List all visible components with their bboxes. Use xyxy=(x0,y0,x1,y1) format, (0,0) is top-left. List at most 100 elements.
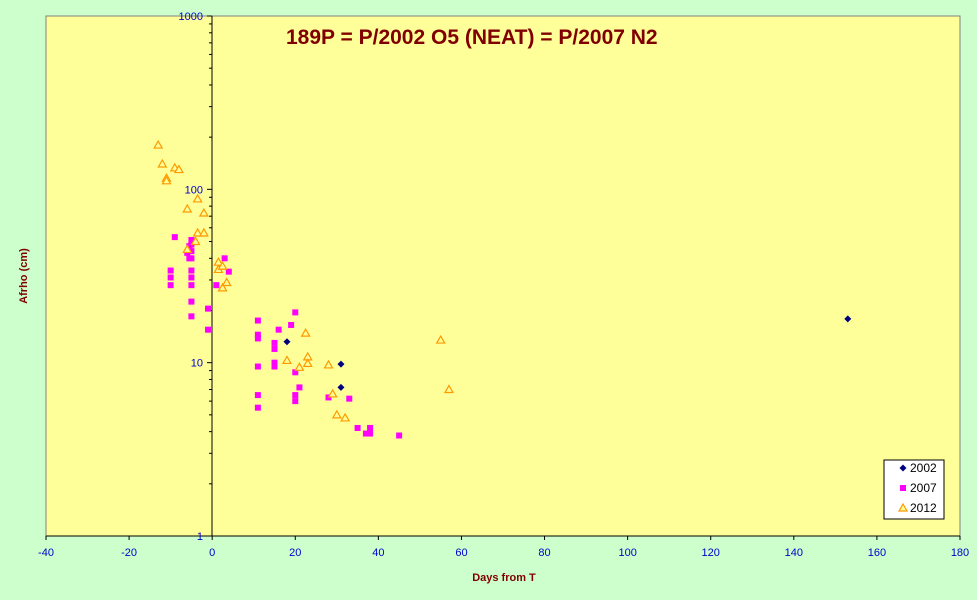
y-tick-label: 1 xyxy=(197,531,203,543)
data-point-2012 xyxy=(281,355,292,365)
data-point-2007 xyxy=(346,395,353,402)
data-point-2007 xyxy=(167,282,174,289)
data-point-2007 xyxy=(188,267,195,274)
data-point-2007 xyxy=(188,248,195,255)
data-point-2012 xyxy=(443,384,455,394)
data-point-2012 xyxy=(340,412,351,422)
data-point-2012 xyxy=(327,388,338,398)
data-point-2012 xyxy=(435,334,446,344)
y-ticks: 1 10 100 1000 xyxy=(179,11,212,543)
plot-area xyxy=(45,15,961,537)
data-point-2007 xyxy=(188,282,195,289)
data-point-2012 xyxy=(198,207,209,217)
data-point-2007 xyxy=(288,321,295,328)
data-point-2007 xyxy=(213,282,220,289)
data-point-2012 xyxy=(157,158,168,168)
data-point-2012 xyxy=(323,359,334,369)
chart-title: 189P = P/2002 O5 (NEAT) = P/2007 N2 xyxy=(286,26,658,49)
data-point-2007 xyxy=(254,363,261,370)
data-point-2007 xyxy=(254,335,261,342)
data-point-2012 xyxy=(173,164,184,174)
data-points xyxy=(153,139,852,439)
data-point-2007 xyxy=(275,326,282,333)
data-point-2007 xyxy=(221,255,228,262)
data-point-2007 xyxy=(271,359,278,366)
data-point-2007 xyxy=(167,274,174,281)
data-point-2002 xyxy=(283,338,291,346)
data-point-2002 xyxy=(337,360,345,368)
y-tick-label: 100 xyxy=(185,184,203,196)
legend-marker-2007 xyxy=(900,485,906,491)
data-point-2007 xyxy=(171,234,178,241)
x-tick-label: -20 xyxy=(121,547,137,559)
data-point-2007 xyxy=(292,369,299,376)
data-point-2007 xyxy=(354,424,361,431)
data-point-2007 xyxy=(205,326,212,333)
data-point-2007 xyxy=(271,345,278,352)
x-ticks: -40 -20 0 20 40 60 80 100 120 140 160 180 xyxy=(38,536,969,559)
data-point-2012 xyxy=(182,203,193,213)
x-tick-label: 80 xyxy=(538,547,550,559)
data-point-2012 xyxy=(182,244,193,254)
data-point-2007 xyxy=(188,313,195,320)
x-tick-label: 40 xyxy=(372,547,384,559)
legend: 2002 2007 2012 xyxy=(883,459,945,520)
data-point-2012 xyxy=(161,175,172,185)
x-tick-label: 100 xyxy=(618,547,636,559)
data-point-2007 xyxy=(292,392,299,399)
data-point-2007 xyxy=(205,305,212,312)
data-point-2012 xyxy=(198,227,209,237)
data-point-2012 xyxy=(153,139,164,149)
data-point-2002 xyxy=(337,383,345,391)
x-tick-label: 60 xyxy=(455,547,467,559)
data-point-2012 xyxy=(217,261,228,270)
data-point-2007 xyxy=(362,430,369,437)
data-point-2007 xyxy=(188,298,195,305)
x-tick-label: 140 xyxy=(785,547,803,559)
y-axis-title: Afrho (cm) xyxy=(18,248,30,304)
data-point-2007 xyxy=(271,339,278,346)
data-point-2007 xyxy=(296,384,303,391)
data-point-2012 xyxy=(217,282,228,292)
y-tick-label: 1000 xyxy=(179,11,203,23)
data-point-2007 xyxy=(292,398,299,405)
x-tick-label: 160 xyxy=(868,547,886,559)
data-point-2012 xyxy=(221,277,232,287)
legend-box xyxy=(883,459,945,520)
data-point-2007 xyxy=(254,392,261,399)
y-tick-label: 10 xyxy=(191,358,203,370)
data-point-2007 xyxy=(188,274,195,281)
data-point-2012 xyxy=(294,362,305,371)
data-point-2007 xyxy=(254,404,261,411)
data-point-2012 xyxy=(192,227,203,237)
data-point-2012 xyxy=(192,193,203,203)
data-point-2007 xyxy=(225,268,232,275)
data-point-2007 xyxy=(367,430,374,437)
data-point-2012 xyxy=(190,236,201,246)
data-point-2007 xyxy=(167,267,174,274)
data-point-2007 xyxy=(292,309,299,316)
x-tick-label: -40 xyxy=(38,547,54,559)
data-point-2007 xyxy=(367,424,374,431)
x-tick-label: 20 xyxy=(289,547,301,559)
x-axis-title: Days from T xyxy=(472,572,536,584)
data-point-2012 xyxy=(300,327,311,337)
x-tick-label: 0 xyxy=(209,547,215,559)
data-point-2012 xyxy=(331,409,342,419)
data-point-2007 xyxy=(254,317,261,324)
x-tick-label: 180 xyxy=(951,547,969,559)
data-point-2012 xyxy=(302,358,313,368)
legend-label-2012: 2012 xyxy=(910,501,937,515)
data-point-2007 xyxy=(188,237,195,244)
legend-marker-2012 xyxy=(897,502,909,512)
legend-label-2007: 2007 xyxy=(910,481,937,495)
data-point-2007 xyxy=(396,432,403,439)
data-point-2007 xyxy=(271,363,278,370)
legend-marker-2002 xyxy=(899,464,907,472)
legend-label-2002: 2002 xyxy=(910,461,937,475)
data-point-2007 xyxy=(254,331,261,338)
x-tick-label: 120 xyxy=(702,547,720,559)
data-point-2002 xyxy=(844,315,852,323)
data-point-2007 xyxy=(188,255,195,262)
